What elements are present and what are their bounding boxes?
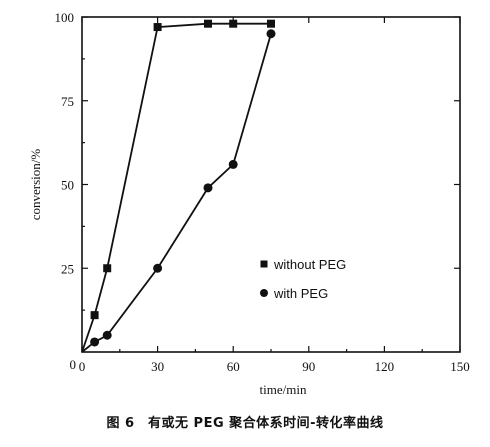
data-point-circle bbox=[228, 159, 238, 169]
y-zero-label: 0 bbox=[70, 357, 77, 372]
y-tick-label: 100 bbox=[55, 10, 75, 25]
y-axis-title: conversion/% bbox=[28, 149, 43, 221]
data-point-circle bbox=[90, 337, 100, 347]
data-point-square bbox=[204, 19, 212, 28]
series-line-1 bbox=[81, 22, 271, 353]
data-point-circle bbox=[153, 263, 163, 273]
series-line-2 bbox=[81, 33, 272, 353]
figure-caption: 图 6 有或无 PEG 聚合体系时间-转化率曲线 bbox=[106, 416, 384, 431]
legend-label: without PEG bbox=[273, 257, 346, 272]
data-point-square bbox=[90, 311, 99, 320]
x-tick-label: 150 bbox=[450, 359, 470, 374]
legend-circle-marker bbox=[260, 289, 268, 297]
data-point-square bbox=[153, 23, 162, 32]
x-tick-label: 30 bbox=[151, 359, 164, 374]
x-axis-title: time/min bbox=[260, 382, 307, 397]
data-point-square bbox=[103, 264, 112, 273]
legend-square-marker bbox=[260, 260, 268, 268]
x-tick-label: 60 bbox=[227, 359, 240, 374]
data-point-circle bbox=[102, 330, 112, 340]
x-tick-label: 90 bbox=[302, 359, 315, 374]
data-point-circle bbox=[266, 29, 276, 39]
data-point-square bbox=[267, 19, 275, 28]
data-point-square bbox=[229, 19, 238, 28]
plot-area: 0 30 60 90 120 150 25 50 75 100 0 time/min conversio… bbox=[28, 10, 470, 397]
y-tick-label: 50 bbox=[61, 178, 74, 193]
plot-frame bbox=[81, 16, 461, 353]
y-tick-label: 75 bbox=[61, 94, 74, 109]
x-tick-label: 120 bbox=[375, 359, 395, 374]
legend-label: with PEG bbox=[273, 286, 328, 301]
chart: 0 30 60 90 120 150 25 50 75 100 0 time/min conversio… bbox=[28, 10, 470, 397]
data-point-circle bbox=[203, 183, 213, 193]
x-tick-label: 0 bbox=[79, 359, 86, 374]
y-tick-label: 25 bbox=[61, 261, 74, 276]
